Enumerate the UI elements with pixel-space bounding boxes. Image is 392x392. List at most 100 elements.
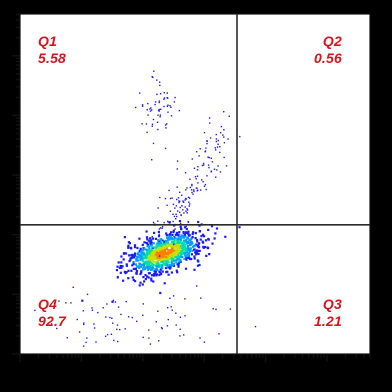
scatter-point [176, 160, 179, 162]
scatter-point [140, 270, 143, 273]
scatter-point [141, 258, 144, 261]
scatter-point [146, 268, 150, 271]
scatter-point [189, 247, 192, 250]
scatter-point [148, 337, 150, 339]
scatter-point [81, 299, 84, 302]
scatter-point [144, 256, 147, 259]
quadrant-q1-name: Q1 [38, 33, 58, 49]
scatter-point [208, 253, 211, 256]
scatter-point [110, 333, 113, 335]
scatter-point [165, 256, 168, 259]
scatter-point [159, 254, 162, 257]
scatter-point [141, 123, 143, 125]
scatter-point [165, 271, 168, 274]
scatter-point [215, 176, 217, 178]
scatter-point [139, 262, 142, 265]
scatter-point [201, 240, 204, 243]
quadrant-q4-value: 92.7 [38, 313, 67, 329]
scatter-point [176, 238, 179, 241]
scatter-point [169, 238, 172, 241]
scatter-point [225, 165, 228, 167]
scatter-point [191, 242, 194, 245]
scatter-point [186, 212, 188, 214]
scatter-point [70, 302, 72, 304]
scatter-point [177, 255, 180, 258]
scatter-point [143, 241, 146, 244]
scatter-point [185, 238, 188, 242]
scatter-point [167, 250, 170, 253]
scatter-point [162, 239, 164, 242]
scatter-point [169, 235, 172, 238]
scatter-point [193, 248, 196, 251]
scatter-point [213, 237, 216, 240]
scatter-point [168, 234, 170, 236]
scatter-point [157, 259, 160, 262]
scatter-point [185, 251, 188, 254]
scatter-point [185, 189, 187, 191]
scatter-point [169, 297, 171, 299]
scatter-point [210, 157, 212, 159]
scatter-point [160, 261, 163, 264]
scatter-point [229, 308, 232, 310]
scatter-point [142, 256, 145, 259]
scatter-point [195, 238, 199, 242]
scatter-point [186, 253, 189, 256]
scatter-point [217, 139, 219, 142]
scatter-point [150, 248, 153, 251]
scatter-point [155, 251, 158, 254]
scatter-point [116, 324, 119, 326]
scatter-point [223, 142, 226, 144]
scatter-point [135, 255, 138, 258]
scatter-point [136, 265, 139, 268]
scatter-point [175, 251, 178, 254]
scatter-point [129, 257, 132, 260]
scatter-point [171, 237, 174, 240]
scatter-point [142, 253, 145, 256]
scatter-point [145, 236, 149, 239]
scatter-point [173, 215, 176, 218]
scatter-point [186, 236, 189, 239]
scatter-point [133, 254, 136, 257]
scatter-point [181, 205, 183, 207]
scatter-point [167, 111, 169, 113]
scatter-point [127, 244, 130, 247]
scatter-point [152, 253, 155, 257]
scatter-point [184, 298, 186, 300]
scatter-point [117, 306, 120, 308]
scatter-point [132, 267, 135, 270]
axis-ticks [12, 13, 371, 362]
scatter-point [156, 269, 159, 272]
scatter-point [197, 182, 199, 184]
scatter-point [202, 246, 205, 249]
scatter-point [132, 256, 135, 259]
scatter-point [173, 259, 176, 262]
scatter-point [185, 240, 188, 243]
scatter-point [183, 252, 186, 255]
scatter-point [163, 97, 166, 99]
scatter-point [142, 303, 144, 305]
scatter-point [150, 277, 153, 280]
scatter-point [198, 242, 201, 245]
scatter-point [134, 267, 137, 270]
scatter-point [171, 255, 174, 259]
scatter-point [150, 253, 154, 256]
scatter-point [111, 317, 113, 319]
scatter-point [138, 237, 141, 240]
scatter-point [149, 108, 151, 110]
scatter-point [140, 271, 143, 274]
scatter-point [187, 247, 190, 250]
scatter-point [160, 108, 162, 110]
scatter-point [152, 118, 155, 121]
scatter-point [198, 230, 202, 233]
scatter-point [165, 234, 168, 237]
scatter-point [159, 291, 162, 295]
scatter-point [156, 79, 158, 81]
scatter-point [167, 255, 170, 258]
scatter-point [140, 254, 143, 257]
scatter-point [151, 266, 154, 269]
scatter-point [163, 221, 165, 224]
scatter-point [146, 252, 149, 255]
scatter-point [176, 271, 179, 274]
scatter-point [168, 189, 170, 192]
scatter-point [157, 114, 159, 116]
